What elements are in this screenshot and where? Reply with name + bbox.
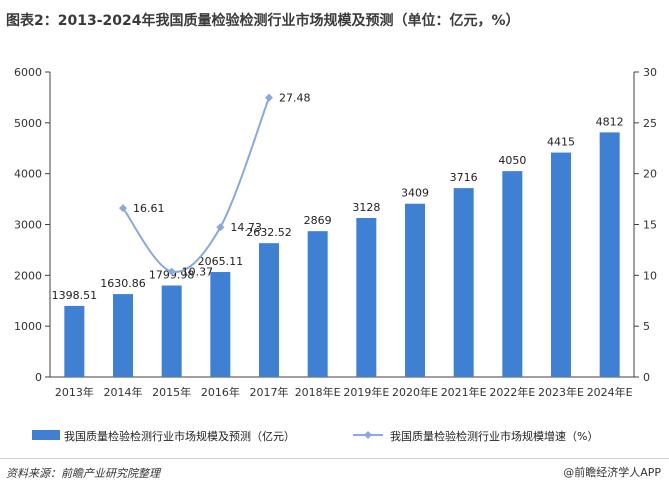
x-tick-label: 2017年 — [250, 385, 289, 399]
bar — [599, 132, 620, 377]
right-y-tick-label: 0 — [643, 371, 650, 384]
x-tick-label: 2018年E — [295, 385, 341, 399]
x-tick-label: 2013年 — [55, 385, 94, 399]
bar-value-label: 3128 — [352, 201, 380, 214]
left-y-tick-label: 1000 — [14, 320, 42, 333]
growth-value-label: 27.48 — [279, 92, 311, 105]
growth-marker — [216, 223, 225, 232]
bar-value-label: 3716 — [450, 171, 478, 184]
legend-line-marker — [364, 431, 372, 439]
bar-value-labels: 1398.511630.861799.982065.112632.5228693… — [52, 115, 624, 302]
bar-value-label: 1630.86 — [100, 277, 146, 290]
bar-value-label: 4812 — [596, 115, 624, 128]
bar — [551, 152, 571, 377]
x-tick-labels: 2013年 2014年 2015年 2016年 2017年 2018年E 2019年E 202… — [55, 385, 633, 399]
left-y-tick-label: 3000 — [14, 219, 42, 232]
bar-value-label: 4415 — [547, 136, 575, 149]
growth-line — [122, 97, 270, 273]
growth-value-label: 10.37 — [182, 266, 214, 279]
growth-marker — [265, 93, 273, 102]
left-y-tick-label: 5000 — [14, 117, 42, 130]
right-y-tick-label: 5 — [643, 320, 650, 333]
left-y-tick-label: 4000 — [14, 168, 42, 181]
bar — [64, 305, 85, 377]
x-tick-label: 2019年E — [343, 385, 389, 399]
legend: 我国质量检验检测行业市场规模及预测（亿元） 我国质量检验检测行业市场规模增速（%） — [32, 429, 598, 443]
x-tick-label: 2021年E — [441, 385, 487, 399]
source-note: 资料来源：前瞻产业研究院整理 — [6, 467, 160, 480]
right-y-tick-label: 20 — [643, 168, 657, 181]
x-tick-label: 2016年 — [201, 385, 240, 399]
bar — [259, 243, 279, 377]
line-series — [119, 93, 273, 276]
chart-axes: 0 1000 2000 3000 4000 5000 6000 0 5 10 15 20 25 30 — [14, 66, 657, 384]
bar — [210, 272, 231, 377]
right-y-tick-label: 10 — [643, 269, 657, 282]
brand-credit: @前瞻经济学人APP — [563, 466, 661, 479]
bar — [356, 217, 377, 377]
growth-value-label: 16.61 — [133, 202, 165, 215]
right-y-tick-label: 25 — [643, 117, 657, 130]
chart-title: 图表2：2013-2024年我国质量检验检测行业市场规模及预测（单位：亿元，%） — [6, 13, 520, 29]
x-tick-label: 2020年E — [392, 385, 438, 399]
bar-value-label: 2065.11 — [198, 255, 244, 268]
bar — [405, 203, 425, 377]
bar-value-label: 1398.51 — [52, 289, 98, 302]
bar — [113, 294, 133, 377]
bar — [502, 171, 523, 377]
growth-marker — [167, 267, 176, 276]
line-value-labels: 16.61 10.37 14.73 27.48 — [133, 92, 311, 279]
x-tick-label: 2023年E — [538, 385, 584, 399]
left-y-tick-label: 2000 — [14, 269, 42, 282]
x-tick-label: 2024年E — [587, 385, 633, 399]
x-tick-label: 2014年 — [104, 385, 143, 399]
bar-series — [64, 132, 620, 377]
left-y-tick-label: 0 — [35, 371, 42, 384]
bar — [453, 188, 474, 377]
x-tick-label: 2015年 — [152, 385, 191, 399]
right-y-tick-label: 30 — [643, 66, 657, 79]
x-tick-label: 2022年E — [489, 385, 535, 399]
growth-value-label: 14.73 — [230, 221, 261, 234]
bar-value-label: 3409 — [401, 187, 429, 200]
footer-divider — [0, 458, 669, 459]
bar — [307, 231, 328, 377]
left-y-tick-label: 6000 — [14, 66, 42, 79]
bar — [161, 285, 182, 377]
right-y-tick-label: 15 — [643, 219, 657, 232]
legend-bar-label: 我国质量检验检测行业市场规模及预测（亿元） — [64, 429, 295, 443]
legend-line-label: 我国质量检验检测行业市场规模增速（%） — [390, 429, 598, 443]
growth-marker — [119, 204, 127, 213]
legend-bar-swatch — [32, 430, 60, 440]
bar-value-label: 2869 — [304, 214, 332, 227]
bar-value-label: 4050 — [498, 154, 526, 167]
bar-value-label: 2632.52 — [246, 226, 292, 239]
